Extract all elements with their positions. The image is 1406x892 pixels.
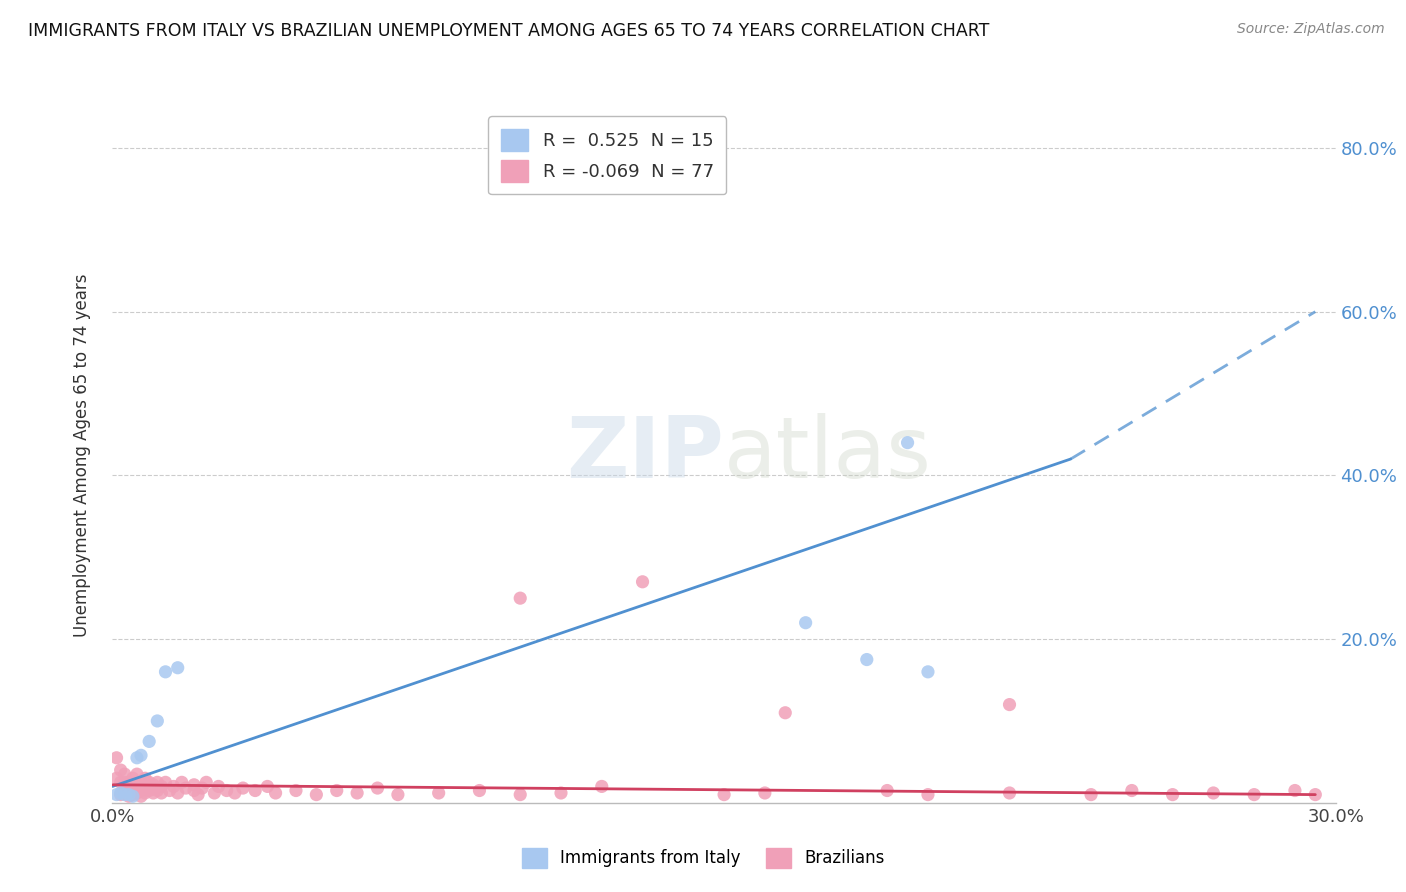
Point [917,788,939,802]
Point [122,789,145,804]
Point [207,780,229,794]
Point [134,771,156,785]
Point [215,783,238,797]
Point [195,775,218,789]
Point [163,780,186,794]
Point [110,788,132,802]
Point [998,786,1021,800]
Point [917,665,939,679]
Point [876,783,898,797]
Point [138,775,160,789]
Point [245,783,267,797]
Point [110,775,132,789]
Legend: Immigrants from Italy, Brazilians: Immigrants from Italy, Brazilians [515,841,891,875]
Point [118,775,141,789]
Point [170,775,193,789]
Point [775,706,797,720]
Point [387,788,409,802]
Point [118,783,141,797]
Point [204,786,226,800]
Point [114,780,136,794]
Point [326,783,349,797]
Point [146,775,169,789]
Point [855,652,877,666]
Point [509,591,531,606]
Text: IMMIGRANTS FROM ITALY VS BRAZILIAN UNEMPLOYMENT AMONG AGES 65 TO 74 YEARS CORREL: IMMIGRANTS FROM ITALY VS BRAZILIAN UNEMP… [28,22,990,40]
Point [305,788,328,802]
Point [114,775,136,789]
Point [509,788,531,802]
Point [224,786,246,800]
Point [129,748,152,763]
Point [138,783,160,797]
Point [155,775,177,789]
Point [118,789,141,804]
Point [1284,783,1306,797]
Point [1305,788,1327,802]
Point [159,783,181,797]
Point [122,771,145,785]
Point [125,778,148,792]
Point [105,771,128,785]
Point [142,786,165,800]
Point [166,786,188,800]
Point [155,665,177,679]
Point [794,615,817,630]
Point [366,780,388,795]
Point [150,786,173,800]
Text: Source: ZipAtlas.com: Source: ZipAtlas.com [1237,22,1385,37]
Text: atlas: atlas [724,413,932,497]
Point [1080,788,1102,802]
Point [256,780,278,794]
Point [134,780,156,794]
Text: ZIP: ZIP [567,413,724,497]
Point [114,788,136,802]
Point [125,786,148,800]
Point [129,789,152,804]
Point [998,698,1021,712]
Point [550,786,572,800]
Point [897,435,920,450]
Point [713,788,735,802]
Point [129,775,152,789]
Point [284,783,308,797]
Point [346,786,368,800]
Point [150,780,173,794]
Point [134,786,156,800]
Point [129,783,152,797]
Point [125,767,148,781]
Point [187,788,209,802]
Point [183,783,205,797]
Point [591,780,613,794]
Point [264,786,287,800]
Point [146,714,169,728]
Point [138,734,160,748]
Point [125,751,148,765]
Y-axis label: Unemployment Among Ages 65 to 74 years: Unemployment Among Ages 65 to 74 years [73,273,91,637]
Point [110,786,132,800]
Point [754,786,776,800]
Point [118,788,141,802]
Point [105,751,128,765]
Point [105,788,128,802]
Point [166,661,188,675]
Point [146,783,169,797]
Point [114,767,136,781]
Point [427,786,450,800]
Point [1121,783,1143,797]
Point [631,574,654,589]
Point [232,780,254,795]
Point [468,783,491,797]
Legend: R =  0.525  N = 15, R = -0.069  N = 77: R = 0.525 N = 15, R = -0.069 N = 77 [488,116,727,194]
Point [1202,786,1225,800]
Point [110,763,132,777]
Point [1243,788,1265,802]
Point [183,778,205,792]
Point [122,788,145,802]
Point [1161,788,1184,802]
Point [142,778,165,792]
Point [191,780,214,795]
Point [174,780,197,795]
Point [122,780,145,794]
